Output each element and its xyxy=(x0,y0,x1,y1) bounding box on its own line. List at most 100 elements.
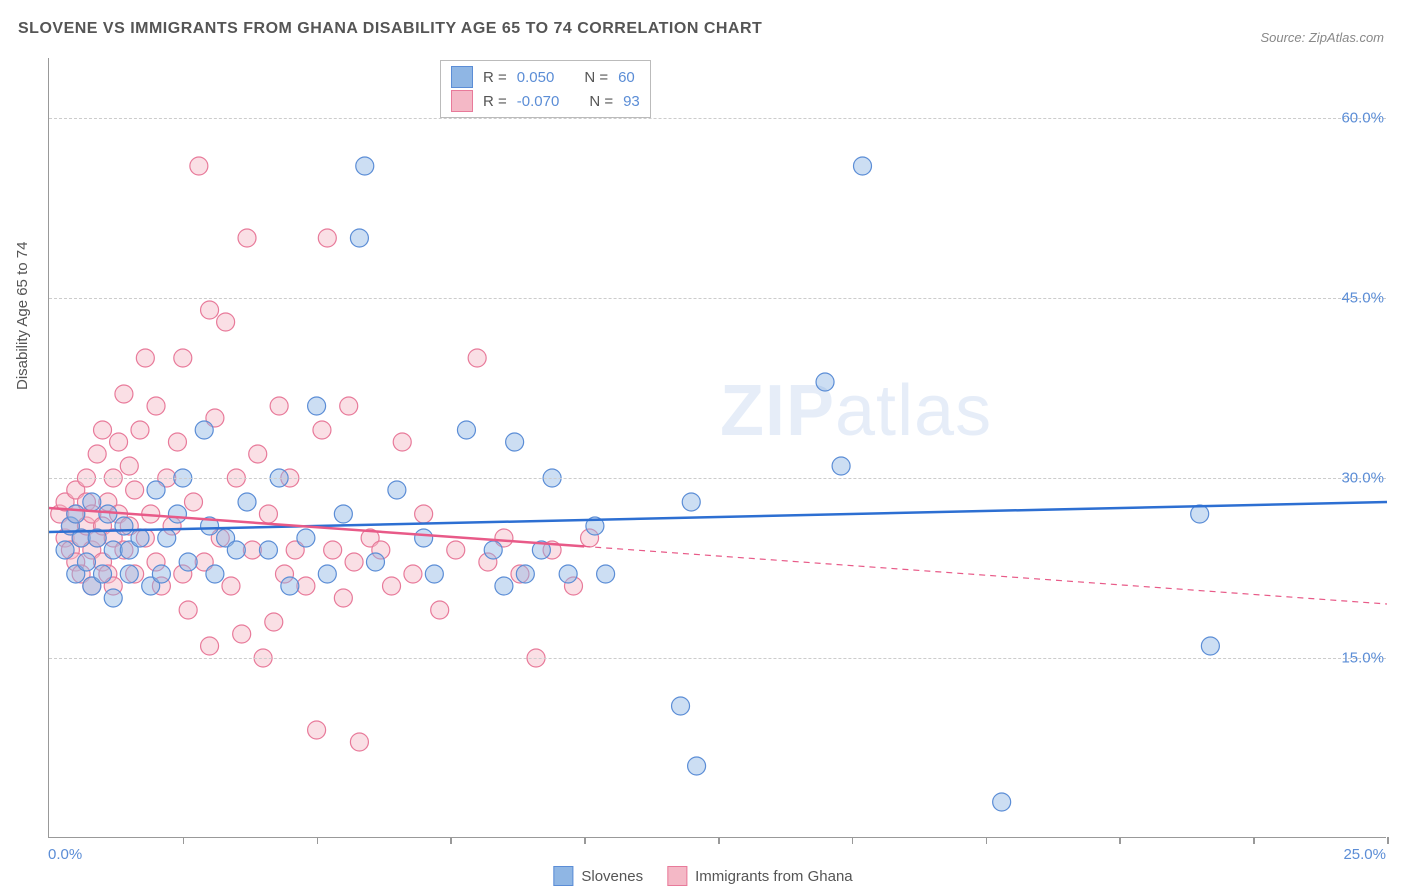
scatter-point xyxy=(297,577,315,595)
scatter-point xyxy=(350,229,368,247)
chart-plot-area xyxy=(48,58,1386,838)
y-tick-label: 60.0% xyxy=(1341,110,1384,127)
scatter-point xyxy=(393,433,411,451)
n-label: N = xyxy=(589,93,613,110)
x-tick xyxy=(1119,837,1121,844)
scatter-point xyxy=(297,529,315,547)
scatter-point xyxy=(259,541,277,559)
scatter-point xyxy=(318,565,336,583)
scatter-point xyxy=(495,577,513,595)
scatter-point xyxy=(126,481,144,499)
gridline xyxy=(49,298,1386,299)
legend-correlation-box: R =0.050N =60R =-0.070N =93 xyxy=(440,60,651,118)
x-tick xyxy=(317,837,319,844)
gridline xyxy=(49,478,1386,479)
scatter-point xyxy=(688,757,706,775)
r-value: 0.050 xyxy=(517,69,555,86)
x-tick xyxy=(986,837,988,844)
scatter-point xyxy=(447,541,465,559)
scatter-point xyxy=(217,313,235,331)
scatter-point xyxy=(1201,637,1219,655)
legend-label: Slovenes xyxy=(581,868,643,885)
scatter-point xyxy=(324,541,342,559)
scatter-point xyxy=(201,301,219,319)
x-tick xyxy=(852,837,854,844)
x-tick xyxy=(584,837,586,844)
scatter-point xyxy=(120,457,138,475)
x-tick xyxy=(183,837,185,844)
scatter-point xyxy=(190,157,208,175)
scatter-point xyxy=(350,733,368,751)
source-attribution: Source: ZipAtlas.com xyxy=(1260,30,1384,45)
scatter-point xyxy=(179,601,197,619)
legend-swatch xyxy=(451,66,473,88)
scatter-point xyxy=(227,541,245,559)
scatter-point xyxy=(388,481,406,499)
legend-swatch xyxy=(553,866,573,886)
y-tick-label: 30.0% xyxy=(1341,470,1384,487)
y-tick-label: 45.0% xyxy=(1341,290,1384,307)
scatter-point xyxy=(468,349,486,367)
scatter-point xyxy=(158,529,176,547)
scatter-point xyxy=(131,421,149,439)
trend-line-dashed xyxy=(584,546,1387,604)
scatter-point xyxy=(243,541,261,559)
x-tick xyxy=(450,837,452,844)
scatter-point xyxy=(334,505,352,523)
scatter-point xyxy=(383,577,401,595)
n-value: 60 xyxy=(618,69,635,86)
scatter-point xyxy=(233,625,251,643)
x-tick xyxy=(1253,837,1255,844)
scatter-point xyxy=(77,553,95,571)
scatter-point xyxy=(201,637,219,655)
scatter-point xyxy=(313,421,331,439)
scatter-point xyxy=(249,445,267,463)
scatter-point xyxy=(152,565,170,583)
scatter-point xyxy=(484,541,502,559)
scatter-point xyxy=(682,493,700,511)
scatter-point xyxy=(404,565,422,583)
scatter-point xyxy=(168,505,186,523)
gridline xyxy=(49,118,1386,119)
r-value: -0.070 xyxy=(517,93,560,110)
scatter-point xyxy=(104,589,122,607)
scatter-point xyxy=(83,493,101,511)
scatter-point xyxy=(185,493,203,511)
scatter-point xyxy=(457,421,475,439)
y-axis-label: Disability Age 65 to 74 xyxy=(14,242,31,390)
scatter-point xyxy=(340,397,358,415)
scatter-point xyxy=(597,565,615,583)
scatter-point xyxy=(99,505,117,523)
legend-bottom: Slovenes Immigrants from Ghana xyxy=(553,866,852,886)
x-axis-max-label: 25.0% xyxy=(1343,846,1386,863)
scatter-point xyxy=(308,721,326,739)
scatter-point xyxy=(67,505,85,523)
r-label: R = xyxy=(483,93,507,110)
scatter-point xyxy=(415,529,433,547)
scatter-point xyxy=(559,565,577,583)
chart-title: SLOVENE VS IMMIGRANTS FROM GHANA DISABIL… xyxy=(18,20,762,38)
scatter-point xyxy=(195,421,213,439)
r-label: R = xyxy=(483,69,507,86)
y-tick-label: 15.0% xyxy=(1341,650,1384,667)
n-value: 93 xyxy=(623,93,640,110)
legend-swatch xyxy=(451,90,473,112)
legend-label: Immigrants from Ghana xyxy=(695,868,853,885)
legend-item: Slovenes xyxy=(553,866,643,886)
scatter-point xyxy=(238,229,256,247)
scatter-point xyxy=(120,565,138,583)
scatter-point xyxy=(425,565,443,583)
scatter-point xyxy=(516,565,534,583)
scatter-point xyxy=(179,553,197,571)
scatter-point xyxy=(131,529,149,547)
legend-top-row: R =0.050N =60 xyxy=(451,65,640,89)
scatter-point xyxy=(147,481,165,499)
scatter-point xyxy=(993,793,1011,811)
scatter-point xyxy=(104,541,122,559)
legend-item: Immigrants from Ghana xyxy=(667,866,853,886)
scatter-point xyxy=(356,157,374,175)
scatter-point xyxy=(238,493,256,511)
scatter-point xyxy=(854,157,872,175)
scatter-point xyxy=(115,385,133,403)
scatter-point xyxy=(174,349,192,367)
